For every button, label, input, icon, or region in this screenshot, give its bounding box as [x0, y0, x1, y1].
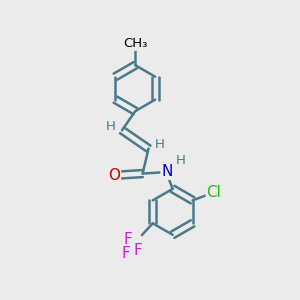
Text: F: F — [122, 246, 131, 261]
Text: F: F — [134, 243, 142, 258]
Text: CH₃: CH₃ — [123, 37, 148, 50]
Text: F: F — [123, 232, 132, 247]
Text: Cl: Cl — [206, 185, 221, 200]
Text: H: H — [176, 154, 185, 167]
Text: H: H — [106, 120, 116, 133]
Text: O: O — [108, 167, 120, 182]
Text: H: H — [155, 139, 165, 152]
Text: N: N — [161, 164, 172, 179]
